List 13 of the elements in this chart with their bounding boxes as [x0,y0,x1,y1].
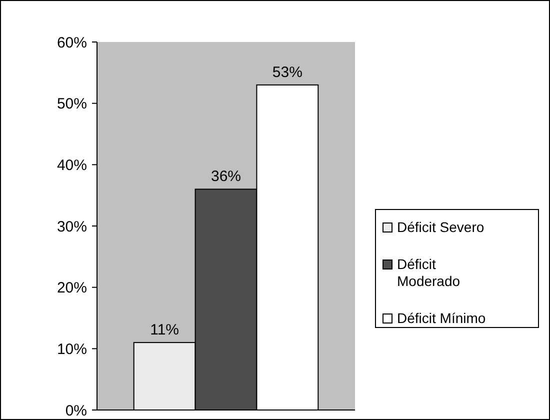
y-tick-label: 30% [56,218,87,236]
legend-label: Déficit Severo [397,219,484,235]
y-tick-label: 10% [56,340,87,358]
y-tick-label: 50% [56,96,87,113]
legend-label: Déficit Moderado [397,256,460,289]
data-label: 53% [272,64,302,81]
data-label: 36% [210,168,242,186]
data-label: 11% [150,322,180,339]
y-tick-label: 0% [65,402,87,420]
legend-label: Déficit Mínimo [397,310,486,326]
y-tick-label: 60% [56,34,87,52]
y-tick-label: 20% [56,280,87,297]
y-tick-label: 40% [56,156,87,174]
